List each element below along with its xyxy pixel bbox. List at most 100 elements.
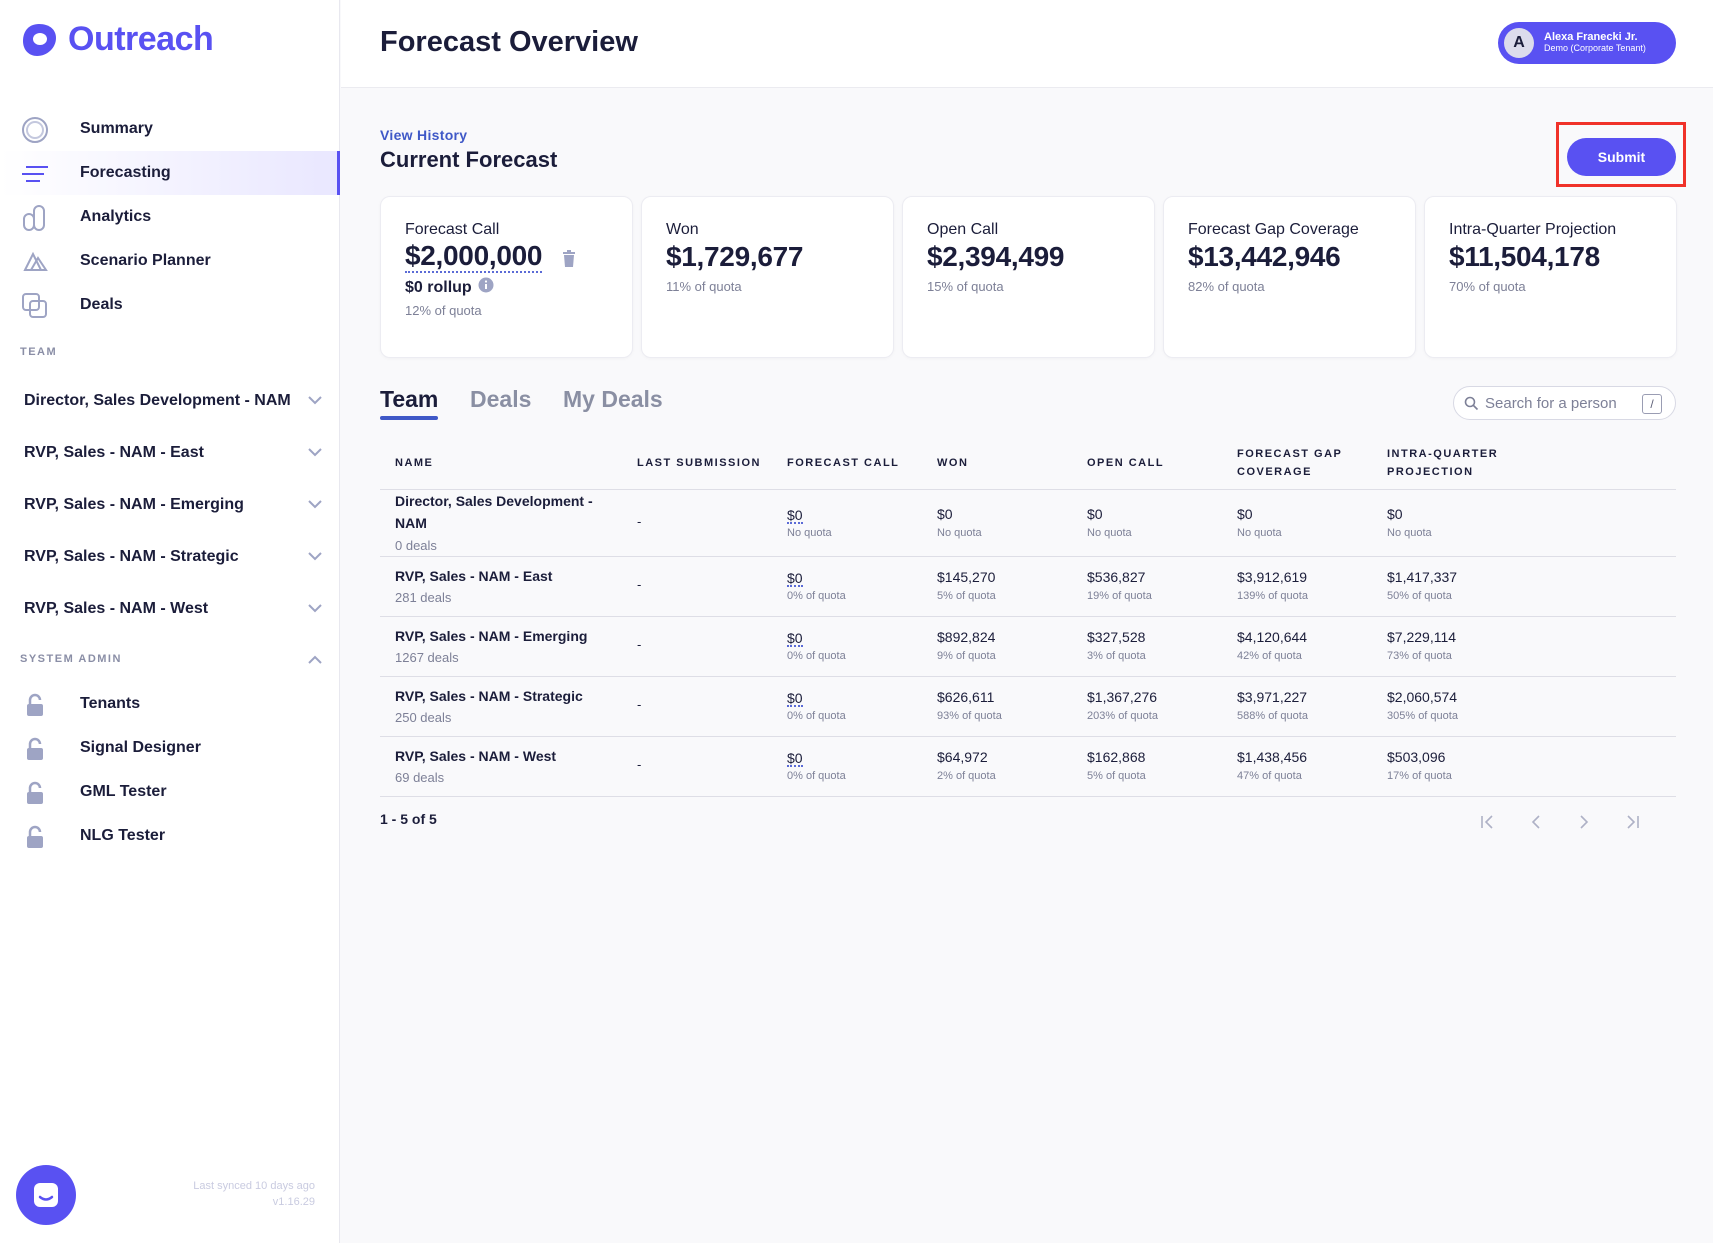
cell-sub: No quota	[787, 527, 832, 539]
row-name-line: Director, Sales Development -	[395, 493, 593, 509]
outreach-logo-icon	[23, 23, 56, 56]
nav-item-signal-designer[interactable]: Signal Designer	[0, 726, 340, 770]
col-header-forecast-gap-coverage[interactable]: FORECAST GAP COVERAGE	[1237, 445, 1342, 481]
col-header-last-submission[interactable]: LAST SUBMISSION	[637, 457, 761, 469]
nav-item-gml-tester[interactable]: GML Tester	[0, 770, 340, 814]
cell-sub: 5% of quota	[937, 590, 996, 602]
cell-sub: 93% of quota	[937, 710, 1002, 722]
row-iq-projection: $1,417,337	[1387, 569, 1458, 585]
nav-item-scenario-planner[interactable]: Scenario Planner	[0, 239, 340, 283]
forecast-call-value[interactable]: $2,000,000	[405, 240, 543, 273]
cell-sub: 9% of quota	[937, 650, 996, 662]
nav-item-deals[interactable]: Deals	[0, 283, 340, 327]
card-intra-quarter-projection: Intra-Quarter Projection $11,504,178 70%…	[1424, 196, 1677, 358]
row-last-submission: -	[637, 514, 642, 529]
info-icon[interactable]	[478, 277, 494, 298]
card-value: $1,729,677	[666, 241, 804, 272]
card-value: $13,442,946	[1188, 241, 1341, 272]
row-name[interactable]: Director, Sales Development - NAM	[395, 490, 593, 534]
team-item-director-sales-development-nam[interactable]: Director, Sales Development - NAM	[0, 381, 340, 421]
row-won: $64,972	[937, 749, 988, 765]
search-placeholder: Search for a person	[1485, 395, 1617, 412]
unlock-icon	[20, 736, 50, 762]
team-item-label: RVP, Sales - NAM - West	[24, 600, 209, 617]
team-item-rvp-strategic[interactable]: RVP, Sales - NAM - Strategic	[0, 537, 340, 577]
row-name[interactable]: RVP, Sales - NAM - Strategic	[395, 688, 583, 704]
tab-team[interactable]: Team	[380, 386, 439, 412]
row-won: $626,611	[937, 689, 995, 705]
view-history-link[interactable]: View History	[380, 127, 468, 143]
trash-icon[interactable]	[562, 250, 576, 272]
chat-button[interactable]	[16, 1165, 76, 1225]
row-forecast-call[interactable]: $0	[787, 630, 803, 647]
row-name[interactable]: RVP, Sales - NAM - East	[395, 568, 553, 584]
version: v1.16.29	[272, 1196, 315, 1208]
unlock-icon	[20, 692, 50, 718]
nav-item-summary[interactable]: Summary	[0, 107, 340, 151]
row-forecast-call[interactable]: $0	[787, 507, 803, 524]
submit-button[interactable]: Submit	[1567, 138, 1676, 176]
chevron-down-icon[interactable]	[307, 548, 323, 566]
cell-sub: 139% of quota	[1237, 590, 1308, 602]
row-iq-projection: $0	[1387, 506, 1403, 522]
cell-sub: 203% of quota	[1087, 710, 1158, 722]
nav-item-tenants[interactable]: Tenants	[0, 682, 340, 726]
card-sub: 11% of quota	[666, 279, 742, 294]
submit-highlight	[1556, 122, 1686, 187]
card-label: Open Call	[927, 221, 999, 238]
system-admin-section-title: SYSTEM ADMIN	[20, 653, 122, 665]
row-name[interactable]: RVP, Sales - NAM - Emerging	[395, 628, 588, 644]
nav-item-analytics[interactable]: Analytics	[0, 195, 340, 239]
user-menu[interactable]: A Alexa Franecki Jr. Demo (Corporate Ten…	[1498, 22, 1676, 64]
avatar: A	[1504, 28, 1534, 58]
chevron-down-icon[interactable]	[307, 496, 323, 514]
chevron-down-icon[interactable]	[307, 600, 323, 618]
cell-sub: No quota	[1237, 527, 1282, 539]
card-label: Intra-Quarter Projection	[1449, 221, 1617, 238]
next-page-icon[interactable]	[1572, 810, 1596, 834]
row-forecast-call[interactable]: $0	[787, 750, 803, 767]
cell-sub: 50% of quota	[1387, 590, 1452, 602]
nav-label: Forecasting	[80, 164, 171, 181]
cell-sub: 3% of quota	[1087, 650, 1146, 662]
search-input[interactable]: Search for a person /	[1453, 386, 1676, 420]
first-page-icon[interactable]	[1476, 810, 1500, 834]
nav-item-nlg-tester[interactable]: NLG Tester	[0, 814, 340, 858]
row-name[interactable]: RVP, Sales - NAM - West	[395, 748, 557, 764]
outreach-logo[interactable]: Outreach	[20, 20, 214, 59]
tab-my-deals[interactable]: My Deals	[563, 386, 663, 412]
col-header-won[interactable]: WON	[937, 457, 969, 469]
row-forecast-call[interactable]: $0	[787, 570, 803, 587]
cell-sub: 0% of quota	[787, 590, 846, 602]
unlock-icon	[20, 780, 50, 806]
row-open-call: $162,868	[1087, 749, 1146, 765]
row-deals: 0 deals	[395, 538, 437, 553]
table-divider	[380, 489, 1676, 490]
last-page-icon[interactable]	[1620, 810, 1644, 834]
team-item-rvp-emerging[interactable]: RVP, Sales - NAM - Emerging	[0, 485, 340, 525]
nav-item-forecasting[interactable]: Forecasting	[0, 151, 340, 195]
row-iq-projection: $7,229,114	[1387, 629, 1457, 645]
col-header-name[interactable]: NAME	[395, 457, 434, 469]
col-header-open-call[interactable]: OPEN CALL	[1087, 457, 1165, 469]
team-item-rvp-east[interactable]: RVP, Sales - NAM - East	[0, 433, 340, 473]
chevron-down-icon[interactable]	[307, 444, 323, 462]
chevron-up-icon[interactable]	[307, 652, 323, 670]
prev-page-icon[interactable]	[1524, 810, 1548, 834]
card-sub: 15% of quota	[927, 279, 1004, 294]
card-forecast-gap-coverage: Forecast Gap Coverage $13,442,946 82% of…	[1163, 196, 1416, 358]
row-open-call: $0	[1087, 506, 1103, 522]
tab-deals[interactable]: Deals	[470, 386, 532, 412]
row-forecast-call[interactable]: $0	[787, 690, 803, 707]
cell-sub: 0% of quota	[787, 650, 846, 662]
row-last-submission: -	[637, 757, 642, 772]
tab-underline	[380, 416, 438, 420]
chevron-down-icon[interactable]	[307, 392, 323, 410]
team-item-rvp-west[interactable]: RVP, Sales - NAM - West	[0, 589, 340, 629]
card-forecast-call: Forecast Call $2,000,000 $0 rollup 12% o…	[380, 196, 633, 358]
row-won: $0	[937, 506, 953, 522]
user-name: Alexa Franecki Jr.	[1544, 31, 1638, 43]
nav-label: GML Tester	[80, 783, 167, 800]
col-header-forecast-call[interactable]: FORECAST CALL	[787, 457, 900, 469]
col-header-intra-quarter-projection[interactable]: INTRA-QUARTER PROJECTION	[1387, 445, 1498, 481]
